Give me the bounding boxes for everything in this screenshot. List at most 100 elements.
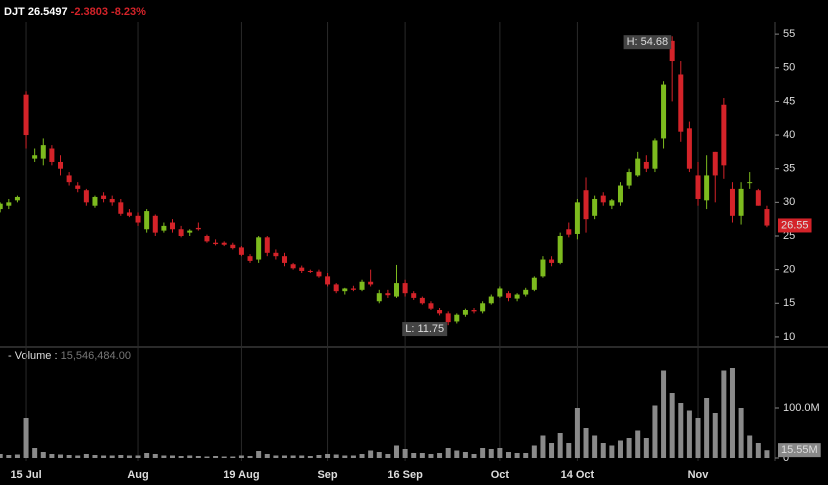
candle-body (385, 293, 391, 296)
volume-bar (290, 455, 296, 458)
y-tick-label: 35 (783, 163, 795, 175)
candle-body (333, 284, 339, 292)
candle-body (14, 196, 20, 201)
volume-bar (480, 448, 486, 458)
candle-body (273, 252, 279, 257)
candle-body (721, 104, 727, 166)
volume-bar (695, 418, 701, 458)
volume-bar (566, 443, 572, 458)
volume-bar (40, 452, 46, 458)
volume-bar (514, 453, 520, 458)
candle-body (454, 314, 460, 322)
y-tick-label: 40 (783, 129, 795, 141)
candle-body (652, 140, 658, 169)
y-tick-label: 0 (783, 452, 789, 464)
volume-bar (238, 455, 244, 458)
candle-body (755, 190, 761, 206)
volume-bar (333, 454, 339, 458)
volume-bar (755, 443, 761, 458)
volume-bar (505, 452, 511, 458)
candle-body (514, 294, 520, 299)
volume-bar (118, 455, 124, 458)
candle-body (0, 203, 3, 210)
candle-body (195, 227, 201, 230)
candle-body (600, 195, 606, 203)
candle-body (238, 247, 244, 255)
extreme-label-bg (623, 35, 672, 50)
x-tick-label: 15 Jul (10, 469, 41, 481)
volume-bar (359, 454, 365, 458)
candle-body (712, 151, 718, 176)
candle-body (531, 277, 537, 290)
candle-body (583, 190, 589, 220)
volume-bar (729, 368, 735, 458)
volume-bar (264, 454, 270, 458)
volume-bar (592, 435, 598, 458)
volume-bar (600, 443, 606, 458)
y-tick-label: 25 (783, 230, 795, 242)
volume-bar (368, 450, 374, 458)
volume-last-bg (778, 443, 821, 458)
candle-body (617, 185, 623, 203)
volume-bar (66, 455, 72, 458)
volume-bar (161, 455, 167, 458)
volume-bar (471, 454, 477, 458)
symbol: DJT (4, 6, 25, 18)
volume-bar (635, 430, 641, 458)
candle-body (144, 211, 150, 230)
volume-bar (609, 445, 615, 458)
candle-body (376, 293, 382, 302)
candle-body (161, 225, 167, 231)
volume-bar (221, 456, 227, 458)
candle-body (264, 237, 270, 253)
volume-bar (49, 454, 55, 458)
volume-bar (678, 403, 684, 458)
candle-body (549, 259, 555, 263)
volume-bar (643, 438, 649, 458)
candle-body (230, 244, 236, 249)
volume-bar (281, 455, 287, 458)
volume-bar (721, 370, 727, 458)
candle-body (402, 283, 408, 294)
y-tick-label: 100.0M (783, 402, 820, 414)
candle-body (729, 188, 735, 216)
change: -2.3803 (71, 6, 108, 18)
volume-bar (764, 450, 770, 458)
volume-bar (385, 454, 391, 458)
candle-body (635, 158, 641, 176)
volume-bar (661, 370, 667, 458)
volume-bar (712, 413, 718, 458)
volume-bar (14, 454, 20, 458)
extreme-label-bg (402, 322, 448, 337)
candle-body (66, 175, 72, 183)
extreme-label: H: 54.68 (623, 35, 672, 50)
candle-body (135, 215, 141, 223)
volume-bar (23, 418, 29, 458)
candle-body (661, 84, 667, 139)
volume-bar (75, 455, 81, 458)
volume-bar (204, 456, 210, 458)
volume-bar (428, 454, 434, 458)
candle-body (299, 267, 305, 271)
candle-body (738, 188, 744, 216)
volume-bar (6, 455, 12, 458)
volume-bar (402, 449, 408, 458)
candle-body (40, 145, 46, 159)
candle-body (101, 195, 107, 199)
volume-bar (376, 452, 382, 458)
candle-body (58, 161, 64, 169)
candle-body (428, 303, 434, 309)
candle-body (557, 235, 563, 263)
candle-body (505, 293, 511, 298)
y-tick-label: 55 (783, 28, 795, 40)
candle-body (290, 264, 296, 269)
candle-body (695, 175, 701, 199)
volume-bar (178, 456, 184, 458)
volume-bar (626, 438, 632, 458)
change-pct: -8.23% (111, 6, 146, 18)
volume-header: - Volume : 15,546,484.00 (8, 350, 131, 362)
volume-bar (540, 435, 546, 458)
last-price: 26.55 (778, 218, 812, 233)
candle-body (342, 288, 348, 292)
